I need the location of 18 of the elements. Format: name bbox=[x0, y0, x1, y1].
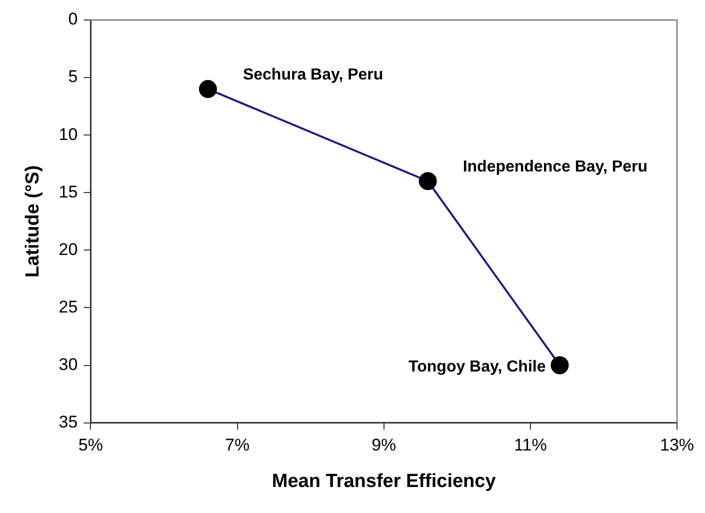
x-tick-label: 9% bbox=[372, 436, 396, 455]
annotation: Sechura Bay, Peru bbox=[242, 66, 384, 84]
y-tick-label: 20 bbox=[58, 240, 78, 259]
x-tick-label: 7% bbox=[224, 436, 250, 455]
y-tick-label: 0 bbox=[68, 10, 78, 29]
y-tick-label: 30 bbox=[58, 354, 78, 374]
y-axis-title: Latitude (°S) bbox=[22, 165, 44, 278]
x-tick-label: 11% bbox=[514, 436, 547, 455]
y-tick-label: 15 bbox=[58, 182, 78, 202]
annotation: Independence Bay, Peru bbox=[462, 158, 648, 176]
y-tick-label: 25 bbox=[58, 297, 78, 316]
y-tick-label: 5 bbox=[68, 67, 78, 86]
y-tick-label: 10 bbox=[58, 124, 78, 144]
x-tick-label: 5% bbox=[78, 436, 103, 455]
x-tick-label: 13% bbox=[660, 436, 694, 455]
x-axis-title: Mean Transfer Efficiency bbox=[272, 470, 496, 492]
annotation: Tongoy Bay, Chile bbox=[408, 358, 546, 376]
y-tick-label: 35 bbox=[58, 412, 78, 432]
